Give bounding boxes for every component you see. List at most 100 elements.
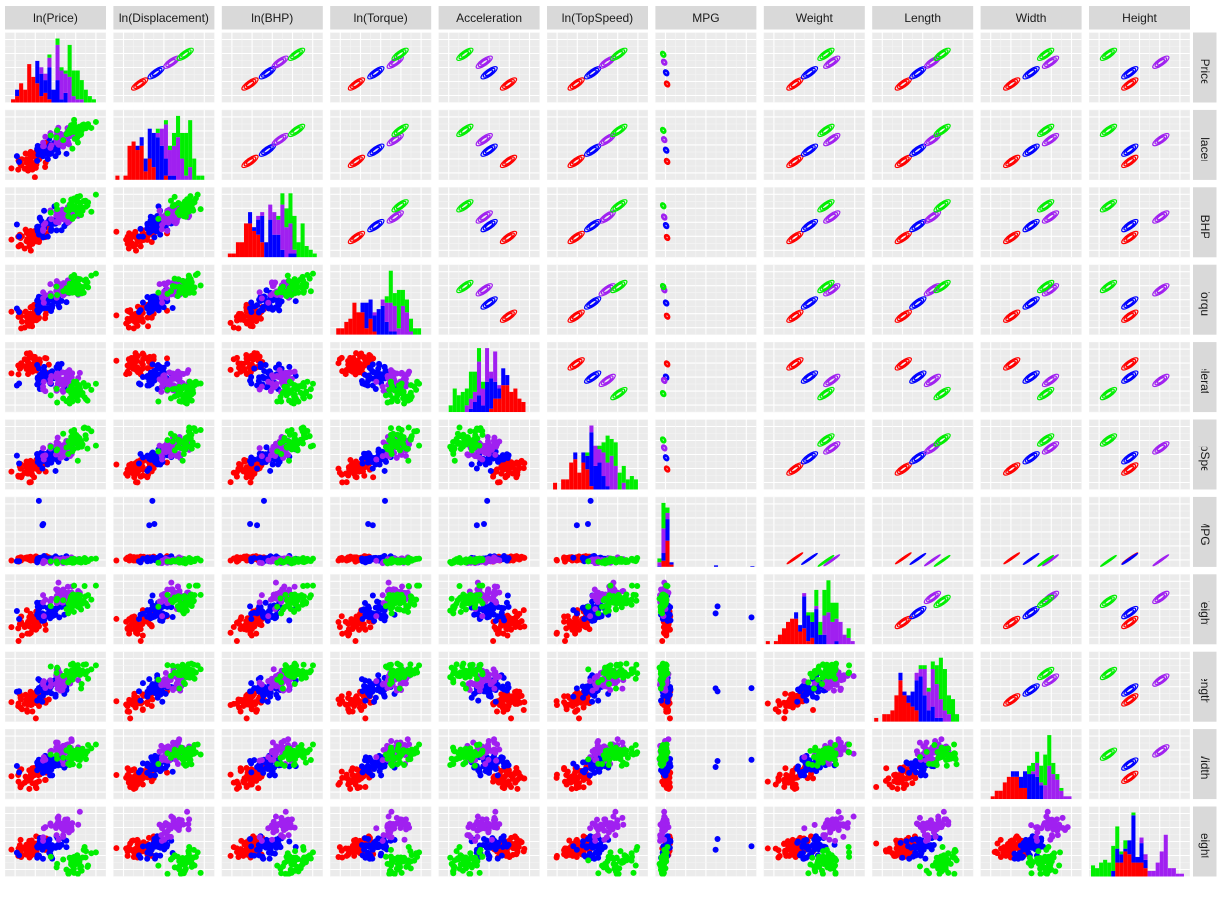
scatter-point [407,389,414,396]
scatter-point [401,443,408,450]
density-contour [458,49,472,60]
density-contour [1125,69,1135,77]
scatter-point [269,384,276,391]
scatter-point [467,428,474,435]
scatter-point [248,454,255,461]
scatter-point [247,322,254,329]
histogram-bar [63,73,68,93]
density-contour [1125,555,1134,563]
scatter-point [68,440,75,447]
scatter-point [53,218,60,225]
scatter-point [309,442,316,449]
histogram-bar [661,528,666,554]
scatter-point [136,233,143,240]
density-contour [569,156,583,167]
density-contour [911,145,925,156]
density-contour [602,213,612,221]
density-contour [827,444,836,452]
scatter-point [161,448,168,455]
scatter-point [132,350,139,357]
density-contour [803,372,816,383]
histogram-bar [456,395,461,413]
density-contour [790,312,800,320]
scatter-point [276,307,283,314]
density-contour [1036,199,1055,213]
panel-contour-ln-price-vs-width [980,32,1082,103]
density-contour [1104,436,1113,444]
scatter-point [82,125,89,132]
scatter-point [462,438,469,445]
density-contour [659,50,667,58]
scatter-point [48,226,55,233]
scatter-point [34,381,41,388]
strip-label: Height [1122,11,1157,25]
scatter-point [473,465,480,472]
strip-right-width: Width [1193,729,1217,800]
scatter-point [347,554,354,561]
scatter-point [27,610,34,617]
density-contour [586,145,600,156]
histogram-bar [227,253,232,258]
scatter-point [263,444,270,451]
histogram-bar [404,312,409,335]
scatter-point [356,364,363,371]
histogram-bar [472,401,477,413]
scatter-point [36,215,43,222]
panel-contour-mpg-vs-length [872,496,974,567]
scatter-point [309,270,316,277]
density-contour [1154,212,1168,223]
histogram-bar [188,120,193,168]
scatter-point [274,559,281,566]
histogram-bar [489,408,494,413]
scatter-point [484,497,491,504]
scatter-point [127,553,134,560]
scatter-point [55,579,62,586]
density-contour [663,465,671,473]
density-contour [1125,158,1135,165]
density-contour [1041,436,1050,444]
scatter-point [65,141,72,148]
density-contour [181,50,190,58]
scatter-point [169,438,176,445]
histogram-bar [468,371,473,399]
density-contour [896,464,910,475]
scatter-point [292,435,299,442]
strip-label: ln(Torque) [354,11,408,25]
scatter-point [251,365,258,372]
density-contour [600,134,614,145]
density-contour [1039,125,1053,136]
density-contour [571,158,581,165]
scatter-point [59,369,66,376]
scatter-point [235,325,242,332]
density-contour [790,158,800,165]
density-contour [819,125,833,136]
scatter-point [53,227,60,234]
histogram-bar [657,558,662,563]
density-contour [614,283,624,290]
scatter-point [40,299,47,306]
density-contour [484,69,494,77]
density-contour [788,78,802,90]
scatter-point [369,361,376,368]
scatter-point [149,214,156,221]
histogram-bar [585,455,590,470]
scatter-point [60,382,67,389]
panel-contour-mpg-vs-height [1089,496,1190,567]
scatter-point [155,559,162,566]
density-contour [1041,127,1050,134]
scatter-point [82,396,89,403]
density-contour [1044,57,1057,68]
histogram-bar [167,145,172,151]
scatter-point [40,234,47,241]
histogram-bar [336,328,341,335]
density-contour [661,391,666,396]
histogram-bar [272,234,277,258]
panel-contour-ln-price-vs-ln-bhp [221,32,323,103]
right-strip-column: ln(Price)ln(Displacement)ln(BHP)ln(Torqu… [1193,32,1217,877]
scatter-point [380,439,387,446]
density-contour [1121,296,1139,310]
panel-scatter-weight-vs-ln-price [5,574,106,645]
scatter-point [53,283,60,290]
scatter-point [127,464,134,471]
density-contour [1039,49,1053,60]
